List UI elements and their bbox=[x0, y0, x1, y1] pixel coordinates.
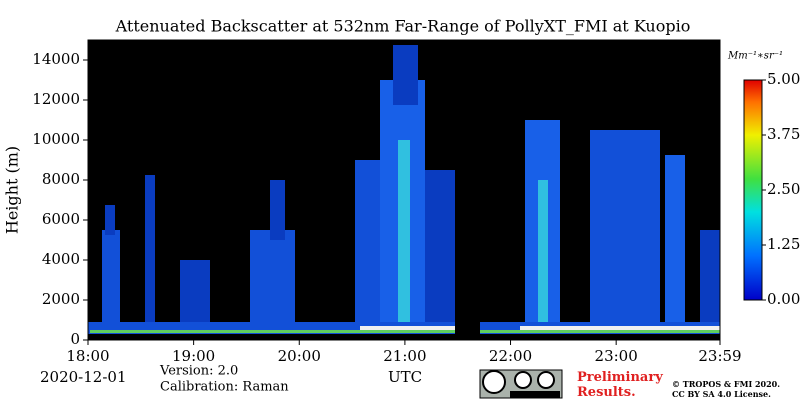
x-tick-label: 19:00 bbox=[172, 347, 215, 365]
preliminary-1: Preliminary Results. bbox=[577, 370, 663, 400]
version: Version: 2.0 bbox=[159, 364, 238, 379]
x-tick-label: 22:00 bbox=[489, 347, 532, 365]
x-tick-label: 21:00 bbox=[383, 347, 426, 365]
y-tick-label: 8000 bbox=[42, 170, 80, 188]
plot-frame bbox=[87, 39, 721, 341]
y-axis-label: Height (m) bbox=[3, 146, 22, 234]
x-axis-label: UTC bbox=[388, 368, 422, 386]
colorbar-label: Mm⁻¹∗sr⁻¹ bbox=[727, 51, 783, 62]
date: 2020-12-01 bbox=[40, 368, 126, 386]
y-tick-label: 10000 bbox=[32, 130, 80, 148]
y-tick-label: 12000 bbox=[32, 90, 80, 108]
calibration: Calibration: Raman bbox=[160, 380, 289, 395]
colorbar-tick-label: 3.75 bbox=[767, 125, 800, 143]
y-tick-label: 2000 bbox=[42, 290, 80, 308]
colorbar-tick-label: 0.00 bbox=[767, 290, 800, 308]
y-tick-label: 6000 bbox=[42, 210, 80, 228]
y-tick-label: 4000 bbox=[42, 250, 80, 268]
colorbar bbox=[743, 79, 763, 301]
plot-image bbox=[88, 40, 720, 340]
colorbar-tick-label: 5.00 bbox=[767, 70, 800, 88]
y-tick-label: 0 bbox=[70, 330, 80, 348]
colorbar-tick-label: 1.25 bbox=[767, 235, 800, 253]
x-tick-label: 18:00 bbox=[66, 347, 109, 365]
cc-logo bbox=[479, 369, 563, 399]
chart-title: Attenuated Backscatter at 532nm Far-Rang… bbox=[115, 17, 691, 36]
colorbar-tick-label: 2.50 bbox=[767, 180, 800, 198]
y-tick-label: 14000 bbox=[32, 50, 80, 68]
x-tick-label: 23:00 bbox=[595, 347, 638, 365]
x-tick-label: 23:59 bbox=[698, 347, 741, 365]
copyright: © TROPOS & FMI 2020. bbox=[672, 379, 780, 389]
x-tick-label: 20:00 bbox=[278, 347, 321, 365]
license: CC BY SA 4.0 License. bbox=[672, 389, 771, 399]
